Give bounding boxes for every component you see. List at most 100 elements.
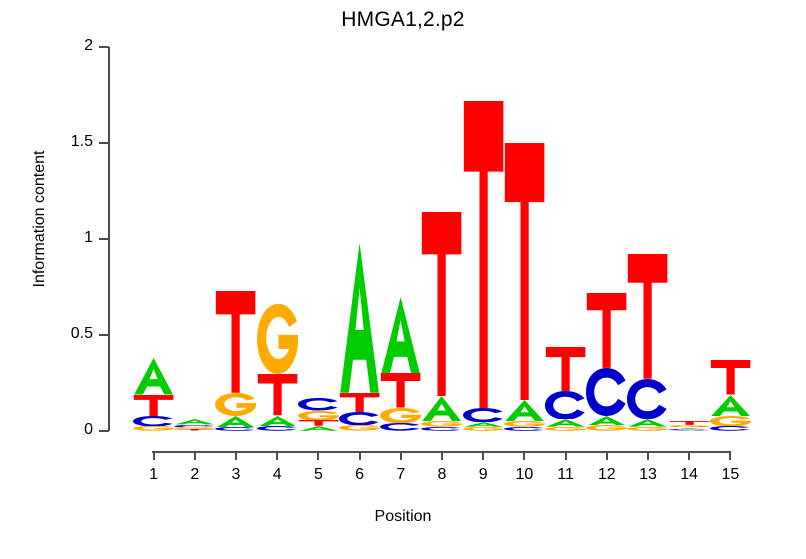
logo-letter-g — [174, 427, 216, 430]
x-tick-label: 5 — [313, 466, 323, 483]
y-tick — [99, 46, 109, 48]
logo-letter-c — [503, 427, 545, 431]
logo-stack — [421, 212, 463, 431]
logo-letter-g — [133, 426, 175, 431]
logo-letter-g — [215, 392, 257, 416]
logo-letter-a — [215, 415, 256, 428]
logo-letter-t — [710, 359, 751, 395]
logo-letter-c — [256, 426, 298, 431]
logo-letter-c — [380, 423, 421, 431]
x-tick-label: 11 — [557, 466, 574, 483]
logo-letter-t — [545, 346, 586, 391]
x-tick — [647, 451, 649, 460]
logo-letter-t — [421, 212, 462, 397]
logo-letter-a — [545, 419, 586, 428]
logo-letter-c — [421, 427, 462, 431]
logo-letter-c — [545, 390, 586, 420]
logo-letter-g — [380, 407, 422, 424]
logo-stack — [709, 359, 751, 431]
y-tick — [99, 430, 109, 432]
logo-stack — [297, 398, 339, 431]
x-tick-label: 14 — [680, 466, 699, 483]
logo-letter-t — [215, 290, 256, 393]
logo-letter-a — [174, 419, 215, 425]
logo-letter-c — [174, 424, 215, 428]
x-tick — [441, 451, 443, 460]
logo-letter-g — [586, 425, 628, 431]
logo-letter-g — [297, 410, 339, 421]
logo-letter-a — [627, 419, 668, 428]
x-tick — [688, 451, 691, 460]
logo-stack — [380, 296, 422, 431]
logo-stack — [133, 358, 175, 431]
logo-letter-g — [339, 425, 381, 431]
logo-stack — [503, 143, 545, 431]
logo-letter-c — [627, 379, 668, 420]
x-tick — [193, 451, 196, 460]
logo-letter-t — [669, 421, 710, 426]
x-tick — [605, 451, 608, 460]
x-tick — [317, 451, 320, 460]
logo-stack — [668, 421, 710, 431]
logo-stack — [215, 290, 257, 431]
x-tick — [399, 451, 402, 460]
logo-letter-t — [174, 429, 215, 431]
logo-stack — [462, 100, 504, 431]
logo-letter-t — [463, 100, 504, 408]
logo-letter-g — [462, 427, 504, 431]
logo-letter-g — [256, 304, 298, 375]
logo-letter-t — [339, 392, 380, 412]
logo-stack — [256, 304, 298, 431]
logo-letter-t — [586, 292, 627, 368]
logo-letter-c — [462, 407, 504, 423]
logo-letter-a — [257, 415, 298, 427]
x-tick — [482, 451, 485, 460]
x-tick — [729, 451, 732, 460]
logo-stack — [339, 242, 381, 431]
logo-letter-c — [339, 411, 380, 426]
logo-letter-c — [668, 429, 710, 431]
x-tick-label: 2 — [190, 466, 200, 483]
logo-stack — [545, 346, 587, 431]
x-tick-label: 7 — [396, 466, 406, 483]
logo-letter-a — [298, 426, 339, 431]
y-tick — [99, 334, 109, 336]
logo-letter-a — [710, 394, 751, 416]
y-axis-line — [108, 47, 110, 431]
x-tick-label: 13 — [639, 466, 657, 483]
x-tick — [276, 451, 279, 460]
x-tick — [152, 451, 155, 460]
x-tick-label: 3 — [231, 466, 241, 483]
logo-letter-a — [133, 358, 174, 395]
logo-letter-c — [586, 367, 627, 416]
y-tick-label: 0 — [84, 421, 93, 438]
x-tick-label: 8 — [437, 466, 447, 483]
page-title: HMGA1,2.p2 — [341, 8, 465, 31]
logo-letter-g — [545, 427, 587, 431]
logo-letter-g — [668, 425, 710, 428]
x-tick-label: 15 — [721, 466, 740, 483]
logo-letter-t — [627, 254, 668, 380]
logo-letter-t — [504, 143, 545, 401]
y-tick-label: 1.5 — [70, 133, 93, 150]
x-tick-label: 1 — [149, 466, 159, 483]
logo-letter-c — [215, 427, 256, 431]
logo-letter-c — [709, 426, 751, 431]
logo-letter-t — [257, 374, 298, 416]
y-tick — [99, 238, 109, 240]
x-axis-title: Position — [374, 508, 432, 525]
logo-letter-c — [133, 415, 174, 427]
logo-letter-c — [297, 398, 339, 411]
x-tick-label: 4 — [272, 466, 282, 483]
y-tick-label: 1 — [84, 229, 93, 246]
logo-letter-a — [339, 242, 380, 393]
x-tick — [564, 451, 567, 460]
y-tick-label: 0.5 — [70, 325, 93, 342]
logo-letter-g — [421, 421, 463, 428]
logo-stack — [586, 292, 628, 431]
x-tick-label: 10 — [515, 466, 534, 483]
x-tick — [523, 451, 526, 460]
logo-letter-t — [133, 394, 174, 416]
logo-stack — [627, 254, 669, 431]
logo-stack — [174, 419, 216, 431]
